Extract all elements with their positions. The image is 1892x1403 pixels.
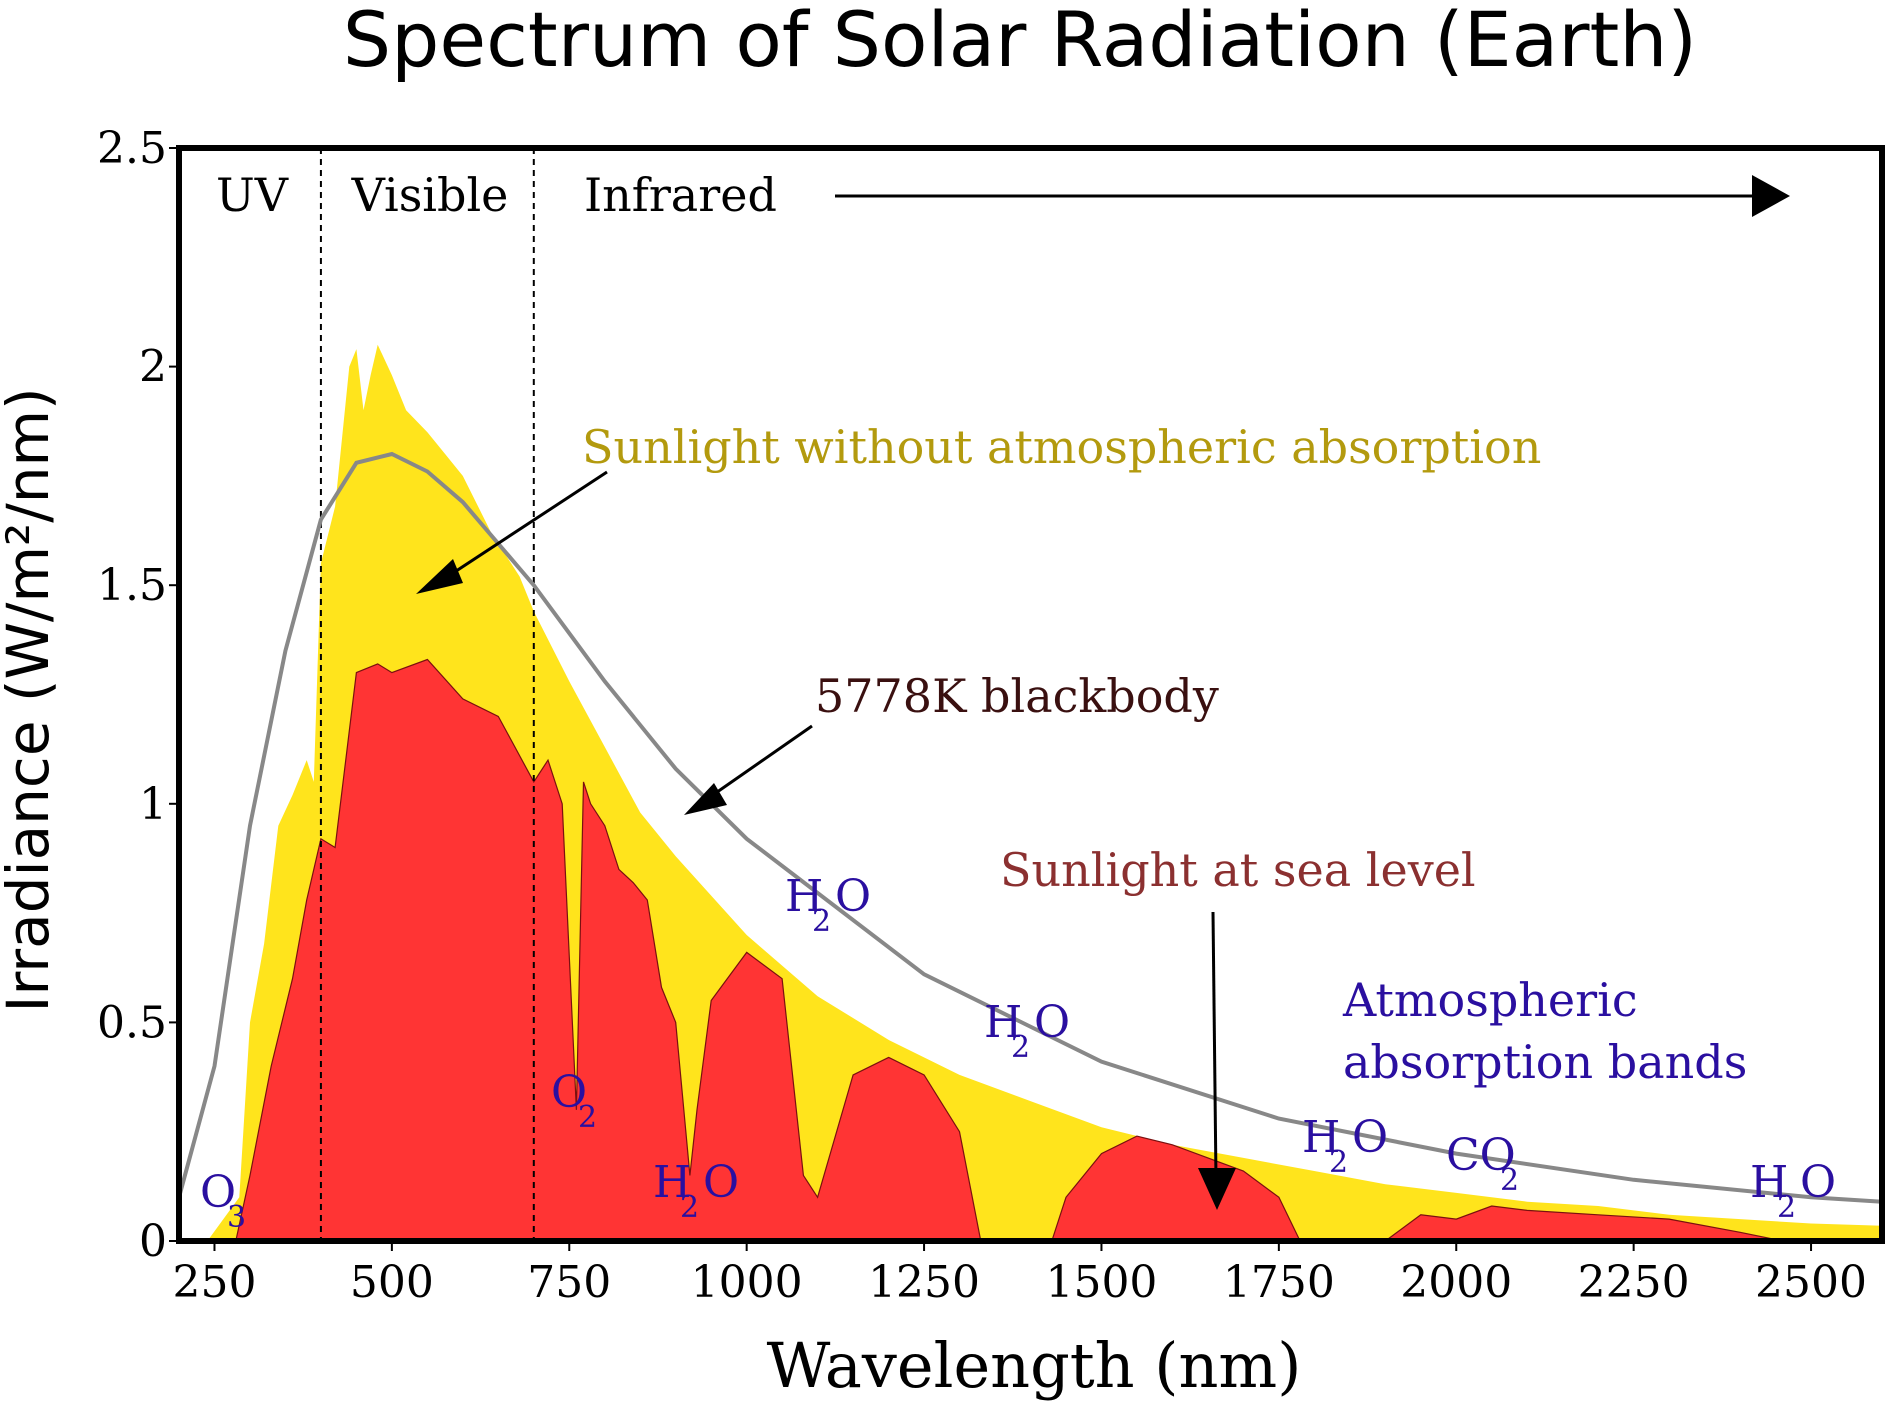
- y-tick-label: 0.5: [97, 997, 167, 1048]
- region-label-uv: UV: [216, 168, 289, 222]
- absorber-tail: O: [1800, 1157, 1836, 1208]
- x-tick-label: 1750: [1223, 1257, 1335, 1308]
- x-tick-label: 2250: [1578, 1257, 1690, 1308]
- absorber-subscript: 2: [1500, 1163, 1519, 1198]
- annotation-sea-level-arrow-line: [1211, 911, 1218, 1181]
- x-tick-label: 1000: [691, 1257, 803, 1308]
- x-tick-label: 1250: [868, 1257, 980, 1308]
- y-tick-label: 2.5: [97, 123, 167, 174]
- absorber-subscript: 2: [578, 1100, 597, 1135]
- absorber-label: O2: [551, 1067, 597, 1135]
- annotation-blackbody-arrow-line: [709, 724, 813, 799]
- absorber-subscript: 2: [812, 904, 831, 939]
- x-tick-label: 750: [527, 1257, 611, 1308]
- chart-title: Spectrum of Solar Radiation (Earth): [343, 0, 1697, 84]
- infrared-arrow-head: [1752, 175, 1790, 217]
- annotation-sea-level: Sunlight at sea level: [1000, 843, 1476, 897]
- x-axis-ticks: 250 500 750 1000 1250 1500 1750 2000 2250 2500: [172, 1241, 1867, 1308]
- annotation-bands-line2: absorption bands: [1343, 1035, 1747, 1089]
- y-tick-label: 1.5: [97, 560, 167, 611]
- absorber-label: H2 O: [653, 1157, 739, 1225]
- absorber-label: H2 O: [785, 871, 871, 939]
- x-tick-label: 2500: [1755, 1257, 1867, 1308]
- absorber-main: H: [984, 997, 1022, 1048]
- y-axis-ticks: 0 0.5 1 1.5 2 2.5: [97, 123, 179, 1267]
- plot-frame: [176, 145, 1885, 1244]
- absorber-label: H2 O: [1750, 1157, 1836, 1225]
- absorber-label: H2 O: [1302, 1112, 1388, 1180]
- absorber-subscript: 2: [1329, 1145, 1348, 1180]
- annotation-sea-level-arrow-head: [1198, 1168, 1236, 1210]
- absorber-tail: O: [703, 1157, 739, 1208]
- absorber-subscript: 2: [680, 1190, 699, 1225]
- x-axis-label: Wavelength (nm): [767, 1329, 1302, 1402]
- absorber-label: H2 O: [984, 997, 1070, 1065]
- absorber-tail: O: [1034, 997, 1070, 1048]
- absorber-main: O: [200, 1167, 236, 1218]
- region-label-infrared: Infrared: [584, 168, 777, 222]
- x-tick-label: 250: [172, 1257, 256, 1308]
- absorber-main: H: [653, 1157, 691, 1208]
- line-blackbody: [177, 451, 1883, 1204]
- absorber-main: H: [785, 871, 823, 922]
- absorber-subscript: 2: [1011, 1030, 1030, 1065]
- annotation-no-absorption-arrow-head: [416, 559, 463, 594]
- annotation-no-absorption-arrow-line: [446, 470, 608, 579]
- absorber-label: CO2: [1446, 1130, 1519, 1198]
- absorber-label: O3: [200, 1167, 246, 1235]
- x-tick-label: 1500: [1045, 1257, 1157, 1308]
- absorber-main: O: [551, 1067, 587, 1118]
- absorber-subscript: 3: [227, 1200, 246, 1235]
- absorber-tail: O: [835, 871, 871, 922]
- absorber-tail: O: [1352, 1112, 1388, 1163]
- x-tick-label: 500: [350, 1257, 434, 1308]
- x-tick-label: 2000: [1400, 1257, 1512, 1308]
- annotation-bands-line1: Atmospheric: [1342, 973, 1638, 1027]
- y-axis-label: Irradiance (W/m²/nm): [0, 387, 62, 1012]
- annotation-no-absorption: Sunlight without atmospheric absorption: [582, 420, 1541, 474]
- absorber-main: CO: [1446, 1130, 1516, 1181]
- absorber-subscript: 2: [1777, 1190, 1796, 1225]
- absorber-main: H: [1302, 1112, 1340, 1163]
- y-tick-label: 0: [139, 1216, 167, 1267]
- annotation-blackbody-arrow-head: [684, 783, 727, 815]
- annotation-blackbody: 5778K blackbody: [815, 669, 1219, 723]
- y-tick-label: 1: [139, 779, 167, 830]
- region-label-visible: Visible: [351, 168, 509, 222]
- spectrum-areas: [207, 344, 1882, 1242]
- y-tick-label: 2: [139, 342, 167, 393]
- blackbody-curve-layer: [177, 451, 1883, 1204]
- absorber-main: H: [1750, 1157, 1788, 1208]
